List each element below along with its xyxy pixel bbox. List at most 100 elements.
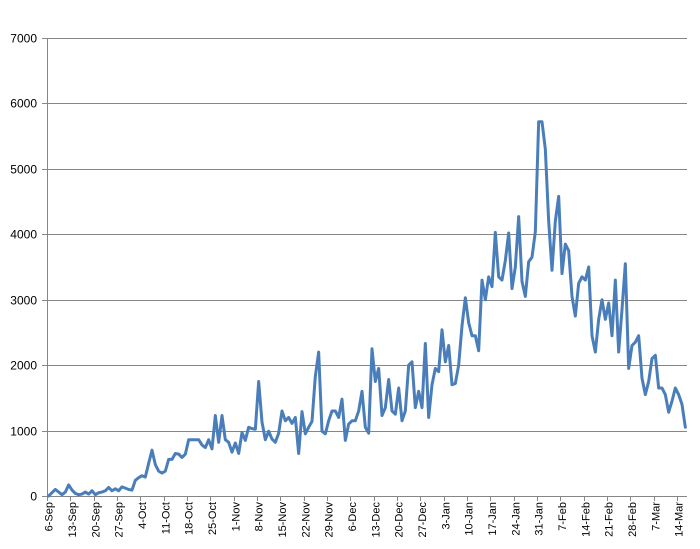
data-point [510, 287, 514, 290]
data-point [107, 486, 110, 489]
data-point [164, 469, 167, 473]
data-point [587, 265, 590, 269]
data-point [124, 486, 127, 490]
data-point [650, 357, 654, 360]
x-tick-label: 4-Oct [137, 502, 149, 529]
x-axis-ticks: 6-Sep 13-Sep 20-Sep 27-Sep 4-Oct 11-Oct 18-Oct… [44, 496, 686, 537]
y-tick-label: 0 [30, 490, 37, 504]
data-point [424, 342, 427, 345]
data-point [460, 324, 464, 328]
data-point [660, 386, 664, 390]
data-point [117, 489, 120, 492]
x-tick-label: 1-Nov [230, 502, 242, 532]
data-point [667, 411, 670, 414]
data-point [67, 483, 70, 487]
data-point [207, 438, 210, 441]
series-line [47, 120, 687, 498]
data-point [217, 441, 220, 444]
y-tick-label: 5000 [10, 163, 37, 177]
data-point [420, 406, 424, 409]
data-point [70, 488, 74, 492]
x-tick-label: 18-Oct [184, 502, 196, 535]
data-point [400, 419, 404, 422]
data-point [184, 452, 187, 456]
data-point [600, 298, 604, 301]
data-point [450, 383, 454, 386]
data-point [130, 488, 134, 492]
data-point [87, 492, 90, 496]
data-point [384, 406, 387, 409]
data-point [114, 487, 117, 490]
data-point [134, 479, 137, 482]
data-point [277, 431, 280, 435]
data-point [224, 438, 227, 441]
x-tick-label: 17-Jan [487, 502, 499, 536]
data-point [260, 420, 264, 424]
x-tick-label: 8-Nov [254, 502, 266, 532]
data-point [480, 278, 484, 282]
data-point [590, 334, 594, 337]
data-point [410, 360, 414, 364]
data-point [627, 367, 630, 370]
data-point [307, 426, 310, 429]
data-point [574, 314, 577, 318]
x-tick-label: 6-Sep [44, 502, 56, 531]
data-point [407, 363, 410, 367]
data-point [94, 493, 97, 496]
data-point [604, 318, 607, 321]
data-point [427, 416, 430, 419]
y-axis-ticks: 0 1000 2000 3000 4000 5000 6000 7000 [10, 32, 47, 504]
y-tick-label: 7000 [10, 32, 37, 46]
data-point [487, 275, 490, 279]
data-point [607, 301, 610, 305]
data-point [620, 308, 624, 311]
data-point [497, 275, 500, 279]
data-point [617, 350, 620, 354]
data-point [380, 414, 384, 417]
data-point [180, 456, 184, 459]
data-point [637, 334, 640, 337]
data-point [554, 220, 557, 223]
data-point [567, 249, 570, 252]
data-point [597, 318, 600, 321]
data-point [297, 452, 300, 455]
data-point [430, 383, 434, 386]
data-point [444, 360, 447, 364]
data-point [237, 452, 240, 455]
x-tick-label: 20-Sep [90, 502, 102, 537]
data-point [110, 489, 114, 492]
data-point [280, 409, 284, 413]
data-point [287, 416, 290, 419]
y-tick-label: 4000 [10, 228, 37, 242]
data-point [654, 354, 657, 357]
data-point [267, 430, 270, 433]
x-tick-label: 25-Oct [207, 502, 219, 535]
data-point [457, 363, 460, 367]
data-point [374, 380, 377, 383]
data-point [514, 265, 517, 269]
data-point [500, 278, 504, 282]
data-point [97, 491, 100, 494]
x-tick-label: 7-Mar [650, 502, 662, 531]
data-point [634, 341, 637, 344]
data-point [560, 272, 564, 275]
data-point [680, 403, 684, 406]
data-point [320, 430, 324, 433]
data-point [447, 344, 450, 347]
data-point [330, 409, 334, 413]
data-point [377, 367, 380, 370]
data-point [304, 432, 307, 436]
data-point [614, 278, 617, 282]
data-point [104, 489, 107, 492]
data-point [74, 492, 77, 495]
data-point [360, 390, 364, 393]
data-point [90, 489, 94, 492]
data-point [100, 490, 104, 494]
data-point [570, 295, 574, 298]
data-point [170, 458, 174, 461]
data-point [147, 462, 150, 465]
data-point [140, 474, 144, 477]
x-tick-label: 27-Sep [114, 502, 126, 537]
data-point [540, 120, 544, 123]
data-point [274, 441, 277, 444]
